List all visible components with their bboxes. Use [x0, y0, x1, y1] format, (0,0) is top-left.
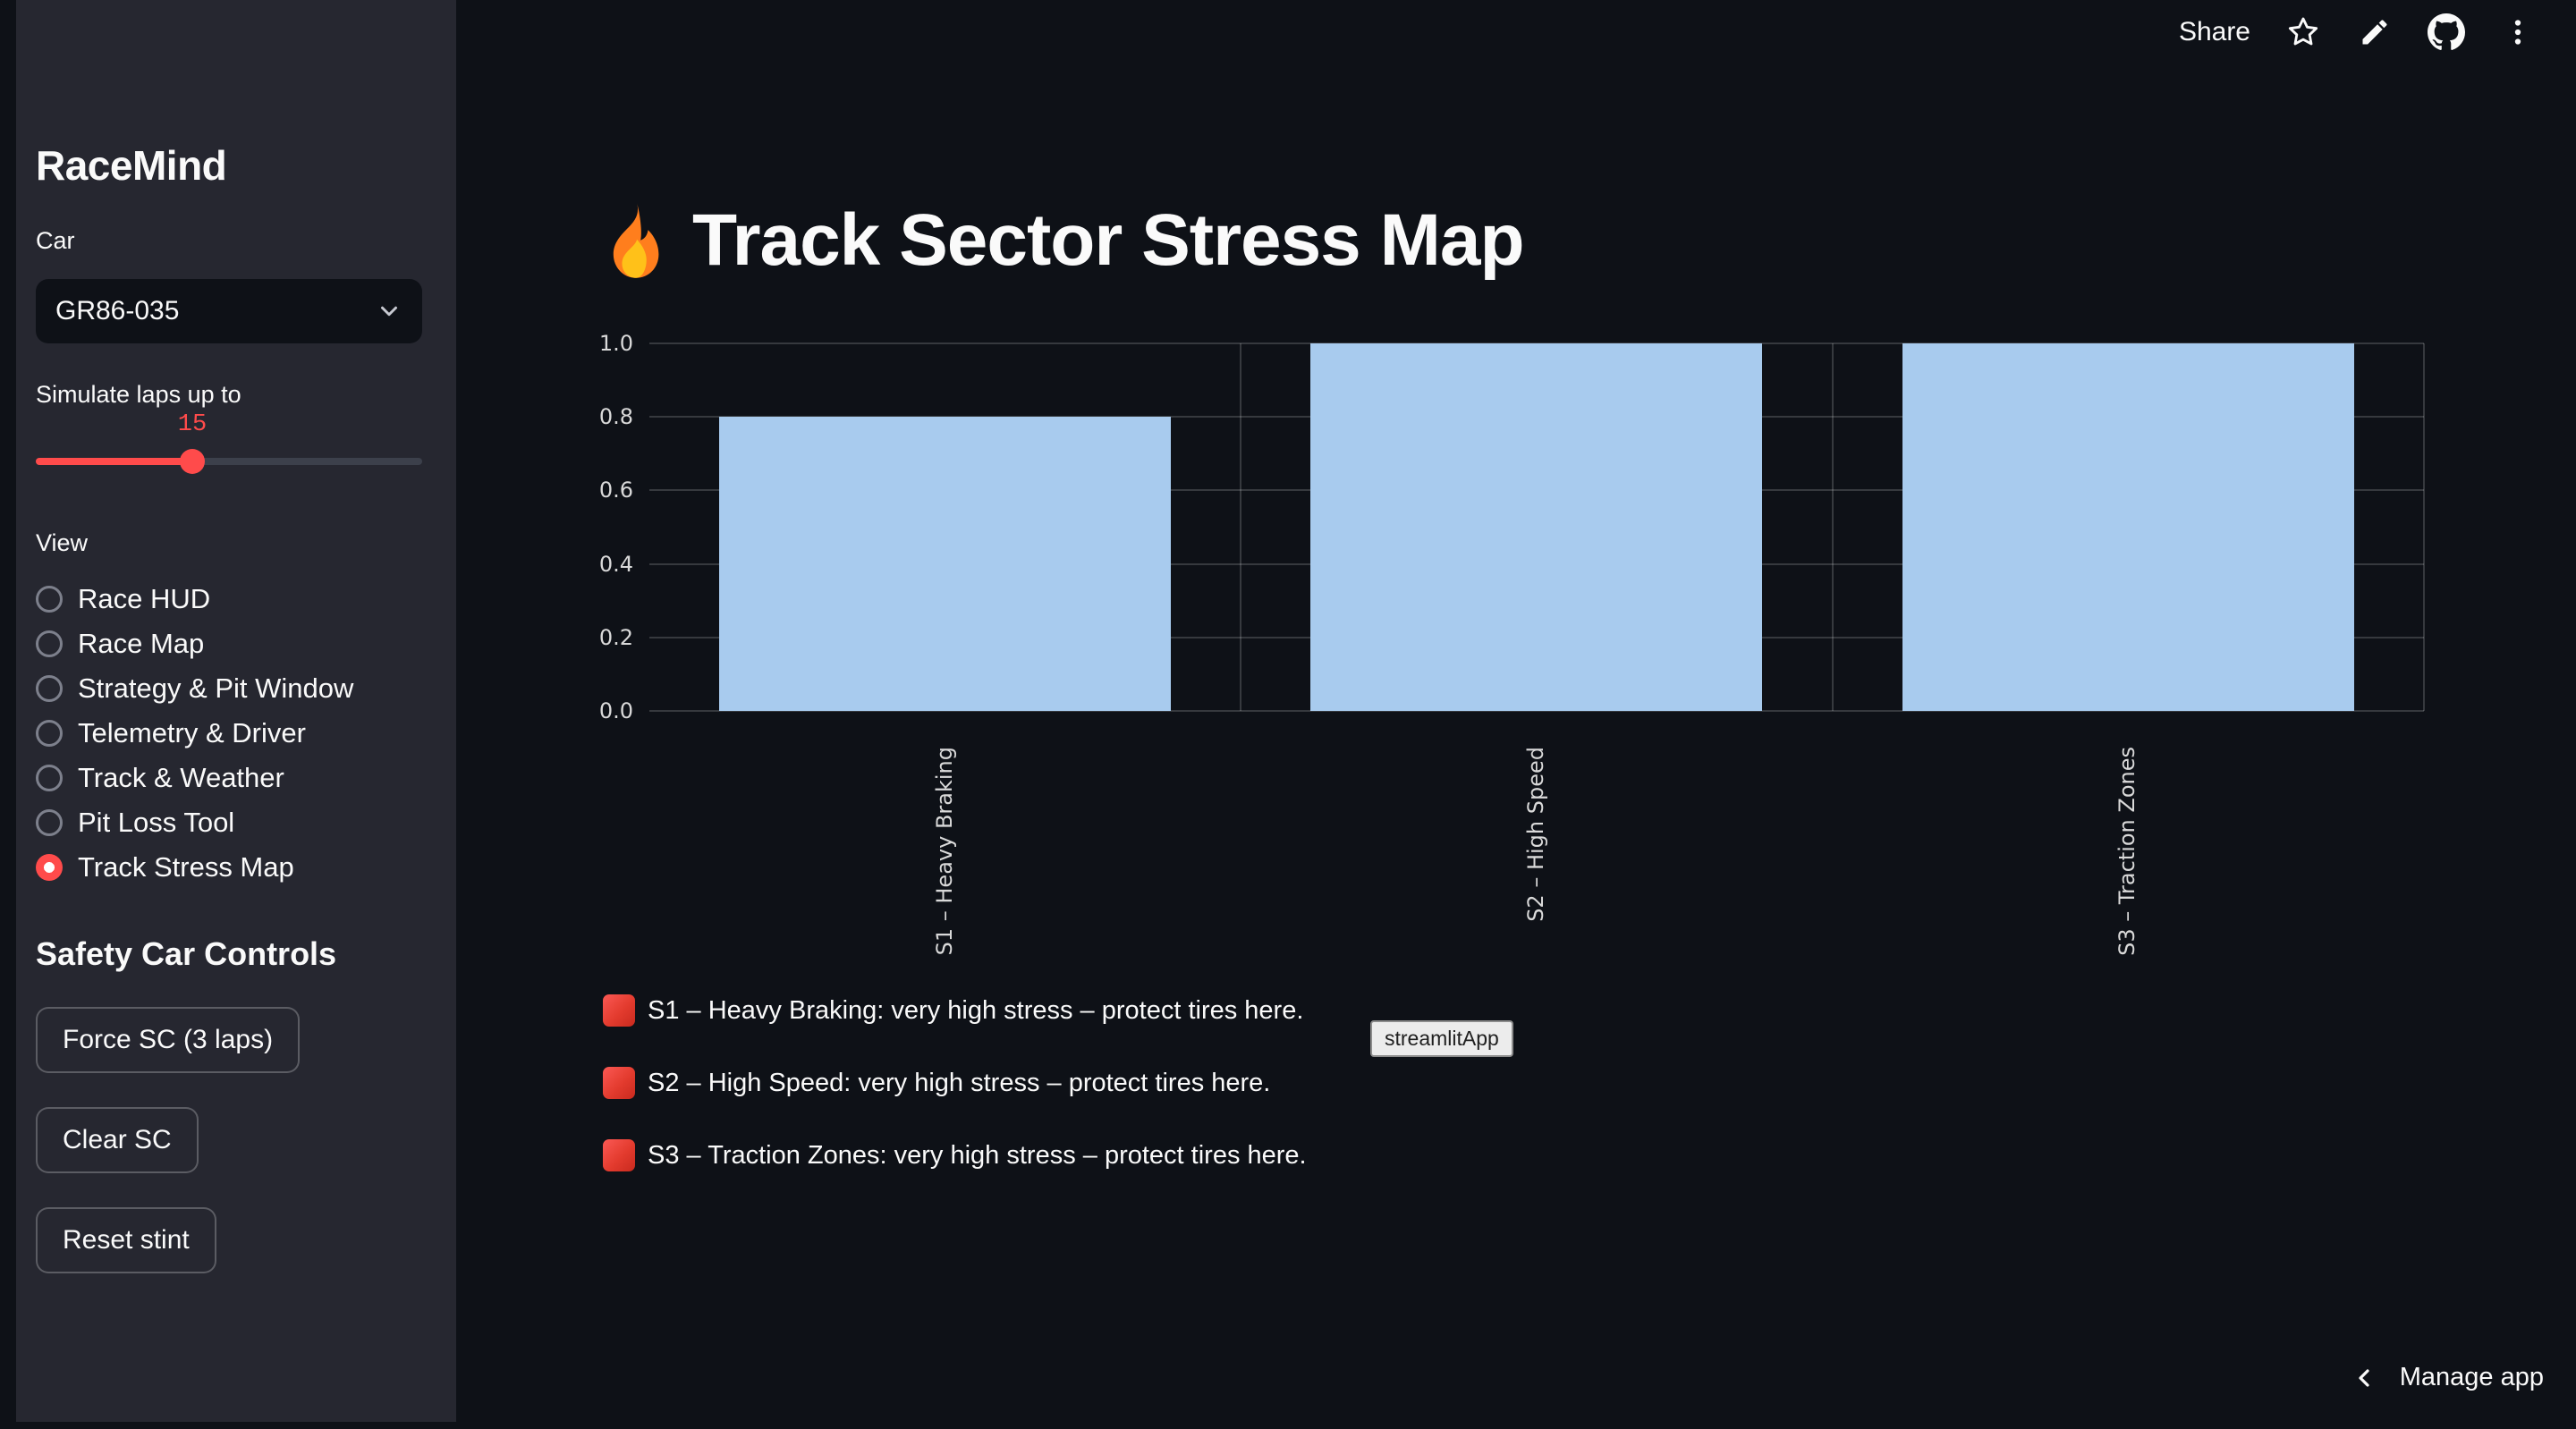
radio-label: Strategy & Pit Window — [78, 672, 354, 704]
bar-s3-traction-zones — [1902, 343, 2354, 711]
y-tick-label: 0.0 — [598, 698, 633, 723]
window-edge-left — [0, 0, 16, 1429]
slider-fill — [36, 458, 192, 465]
radio-label: Race Map — [78, 628, 205, 659]
radio-icon — [36, 809, 63, 836]
hover-tooltip: streamlitApp — [1370, 1020, 1513, 1057]
car-select-label: Car — [36, 227, 75, 254]
sector-note-text: S3 – Traction Zones: very high stress – … — [648, 1140, 1307, 1170]
laps-slider-label: Simulate laps up to — [36, 381, 242, 408]
sector-note-s1: S1 – Heavy Braking: very high stress – p… — [603, 991, 1307, 1030]
radio-label: Telemetry & Driver — [78, 717, 306, 748]
y-tick-label: 0.4 — [598, 551, 633, 577]
red-square-emoji-icon — [603, 994, 635, 1027]
sidebar: RaceMind Car GR86-035 Simulate laps up t… — [16, 0, 456, 1422]
safety-car-heading: Safety Car Controls — [36, 935, 337, 972]
radio-option-track-stress-map[interactable]: Track Stress Map — [36, 845, 438, 890]
radio-label: Race HUD — [78, 583, 211, 614]
v-gridline — [1240, 343, 1242, 711]
red-square-emoji-icon — [603, 1139, 635, 1171]
page-title: Track Sector Stress Map — [599, 199, 1525, 283]
chevron-left-icon — [2359, 1368, 2369, 1387]
car-select-value: GR86-035 — [55, 296, 180, 326]
stress-bar-chart: S1 – Heavy Braking S2 – High Speed S3 – … — [599, 331, 2425, 956]
car-select[interactable]: GR86-035 — [36, 279, 422, 343]
radio-option-telemetry-driver[interactable]: Telemetry & Driver — [36, 711, 438, 756]
radio-option-race-map[interactable]: Race Map — [36, 621, 438, 666]
y-tick-label: 0.8 — [598, 404, 633, 430]
radio-icon — [36, 765, 63, 791]
sector-note-text: S1 – Heavy Braking: very high stress – p… — [648, 995, 1304, 1025]
sector-note-s3: S3 – Traction Zones: very high stress – … — [603, 1136, 1307, 1175]
laps-slider-value: 15 — [177, 411, 208, 438]
window-edge-bottom — [0, 1422, 2576, 1429]
sector-notes: S1 – Heavy Braking: very high stress – p… — [603, 991, 1307, 1208]
radio-icon — [36, 586, 63, 613]
red-square-emoji-icon — [603, 1067, 635, 1099]
radio-icon — [36, 630, 63, 657]
chevron-down-icon — [381, 306, 397, 317]
page-title-text: Track Sector Stress Map — [692, 199, 1525, 281]
manage-app-button[interactable]: Manage app — [2350, 1363, 2544, 1392]
github-icon[interactable] — [2428, 13, 2465, 51]
reset-stint-button[interactable]: Reset stint — [36, 1207, 216, 1273]
sector-note-text: S2 – High Speed: very high stress – prot… — [648, 1068, 1271, 1097]
radio-label: Track Stress Map — [78, 851, 294, 883]
radio-option-race-hud[interactable]: Race HUD — [36, 577, 438, 621]
v-gridline — [2423, 343, 2425, 711]
radio-option-track-weather[interactable]: Track & Weather — [36, 756, 438, 800]
slider-thumb[interactable] — [179, 449, 205, 474]
manage-app-label: Manage app — [2399, 1363, 2544, 1391]
edit-icon[interactable] — [2356, 13, 2394, 51]
y-tick-label: 0.2 — [598, 624, 633, 650]
radio-label: Track & Weather — [78, 762, 284, 793]
fire-emoji-icon — [613, 203, 659, 278]
laps-slider[interactable] — [36, 449, 422, 474]
overflow-menu-icon[interactable] — [2499, 13, 2537, 51]
view-radiogroup: Race HUD Race Map Strategy & Pit Window … — [36, 577, 438, 890]
app-toolbar: Share — [2179, 7, 2537, 57]
share-button[interactable]: Share — [2178, 17, 2250, 47]
clear-sc-button[interactable]: Clear SC — [36, 1107, 199, 1173]
radio-option-strategy-pit-window[interactable]: Strategy & Pit Window — [36, 666, 438, 711]
v-gridline — [1831, 343, 1834, 711]
y-tick-label: 0.6 — [598, 478, 633, 503]
radio-icon — [36, 675, 63, 702]
bar-s1-heavy-braking — [718, 417, 1171, 711]
sector-note-s2: S2 – High Speed: very high stress – prot… — [603, 1063, 1307, 1103]
radio-icon — [36, 720, 63, 747]
view-radiogroup-label: View — [36, 529, 89, 556]
y-tick-label: 1.0 — [598, 331, 633, 356]
force-sc-button[interactable]: Force SC (3 laps) — [36, 1007, 301, 1073]
radio-label: Pit Loss Tool — [78, 807, 235, 838]
radio-icon — [36, 854, 63, 881]
app-title: RaceMind — [36, 142, 227, 189]
bar-s2-high-speed — [1310, 343, 1763, 711]
radio-option-pit-loss-tool[interactable]: Pit Loss Tool — [36, 800, 438, 845]
star-icon[interactable] — [2284, 13, 2322, 51]
h-gridline — [649, 710, 2424, 712]
